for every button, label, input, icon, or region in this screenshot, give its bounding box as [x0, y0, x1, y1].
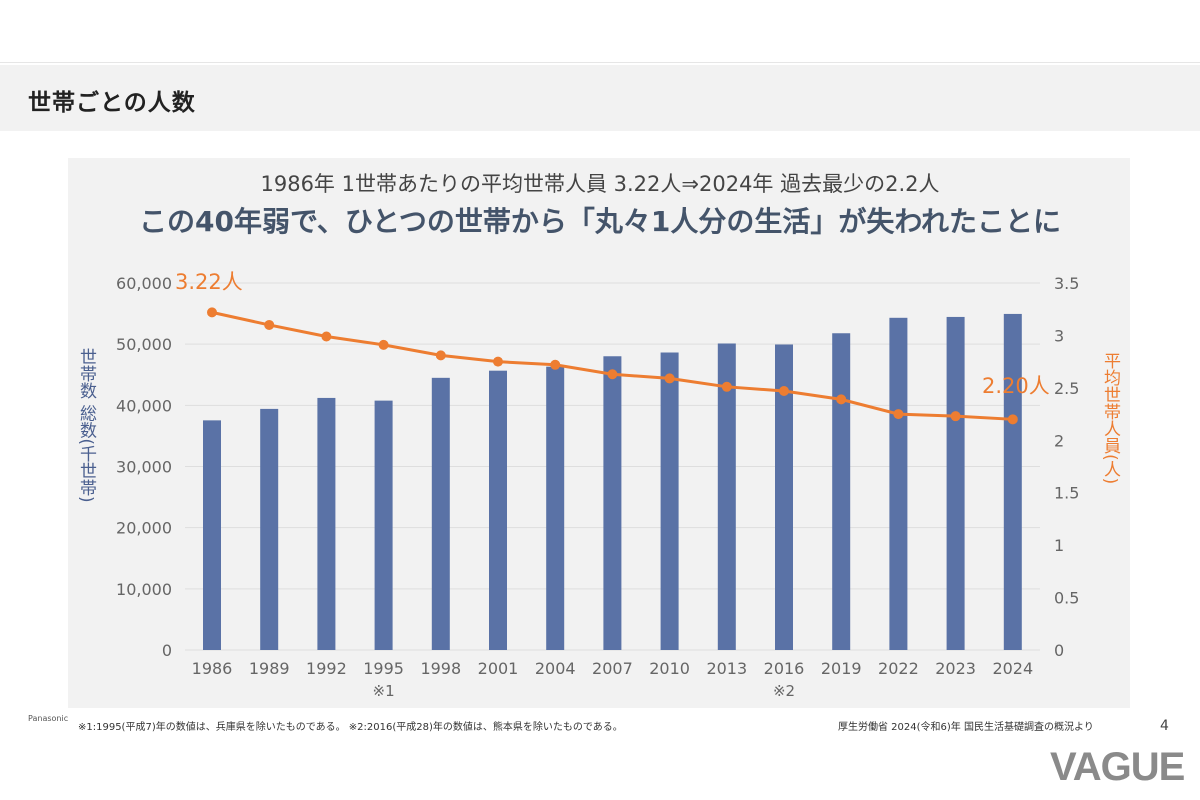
- y-tick-right: 1.5: [1054, 484, 1079, 503]
- y-tick-right: 2.5: [1054, 379, 1079, 398]
- y-tick-right: 0: [1054, 641, 1064, 660]
- y-tick-left: 30,000: [116, 458, 172, 477]
- y-tick-left: 0: [162, 641, 172, 660]
- line-point-2004: [550, 359, 561, 370]
- y-tick-left: 40,000: [116, 396, 172, 415]
- bar-2007: [603, 356, 622, 650]
- bar-2010: [660, 352, 679, 650]
- x-tick: 2013: [706, 659, 747, 678]
- x-tick: 1992: [306, 659, 347, 678]
- bar-1986: [203, 420, 221, 650]
- x-tick: 2016: [764, 659, 805, 678]
- x-tick: 1995: [363, 659, 404, 678]
- x-tick: 2001: [478, 659, 519, 678]
- y-tick-left: 50,000: [116, 335, 172, 354]
- line-point-2024: [1007, 414, 1018, 425]
- y-tick-right: 3.5: [1054, 274, 1079, 293]
- x-tick: 2024: [992, 659, 1033, 678]
- y-tick-right: 2: [1054, 431, 1064, 450]
- line-point-2022: [893, 409, 904, 420]
- x-tick: 2004: [535, 659, 576, 678]
- line-point-1995: [378, 339, 389, 350]
- y-axis-label-left: 世帯数 総数(千世帯): [76, 348, 96, 503]
- bar-2016: [775, 344, 793, 650]
- vague-logo: VAGUE: [1050, 745, 1185, 789]
- bar-1992: [317, 397, 336, 650]
- slide-header: 世帯ごとの人数: [0, 65, 1200, 131]
- line-point-2007: [607, 369, 618, 380]
- x-tick: 2023: [935, 659, 976, 678]
- bar-2001: [489, 370, 507, 650]
- x-tick: 2022: [878, 659, 919, 678]
- line-point-2001: [493, 356, 503, 367]
- x-tick: 1998: [420, 659, 461, 678]
- x-tick: 1989: [249, 659, 290, 678]
- divider: [0, 62, 1200, 63]
- bar-2013: [717, 343, 736, 650]
- line-point-2023: [950, 411, 961, 422]
- source-note: 厚生労働省 2024(令和6)年 国民生活基礎調査の概況より: [838, 722, 1094, 733]
- y-tick-left: 20,000: [116, 519, 172, 538]
- page-title: 世帯ごとの人数: [28, 90, 196, 116]
- bar-1989: [260, 408, 279, 650]
- bar-2022: [889, 317, 908, 650]
- x-tick-note: ※2: [773, 682, 795, 700]
- y-tick-right: 3: [1054, 326, 1064, 345]
- chart-subtitle: 1986年 1世帯あたりの平均世帯人員 3.22人⇒2024年 過去最少の2.2…: [260, 172, 940, 196]
- y-axis-label-right: 平均世帯人員(人): [1100, 352, 1120, 485]
- line-point-1986: [207, 307, 217, 318]
- line-point-1998: [435, 350, 446, 361]
- line-point-2019: [836, 394, 847, 405]
- bar-2019: [832, 333, 851, 650]
- line-point-2013: [721, 381, 732, 392]
- page-number: 4: [1160, 718, 1169, 734]
- chart-title: この40年弱で、ひとつの世帯から「丸々1人分の生活」が失われたことに: [139, 205, 1061, 238]
- bar-1998: [431, 377, 450, 650]
- y-tick-left: 10,000: [116, 580, 172, 599]
- x-tick: 1986: [192, 659, 233, 678]
- annotation-last: 2.20人: [982, 374, 1050, 398]
- bar-2024: [1003, 313, 1022, 650]
- x-tick: 2010: [649, 659, 690, 678]
- line-point-2010: [664, 373, 675, 384]
- line-point-1992: [321, 331, 332, 342]
- bar-2023: [946, 316, 965, 650]
- brand-logo: Panasonic: [28, 714, 69, 723]
- x-tick-note: ※1: [373, 682, 395, 700]
- y-tick-right: 0.5: [1054, 589, 1079, 608]
- line-point-1989: [264, 319, 275, 330]
- bar-2004: [546, 366, 565, 650]
- footnotes: ※1:1995(平成7)年の数値は、兵庫県を除いたものである。 ※2:2016(…: [78, 722, 623, 733]
- annotation-first: 3.22人: [175, 270, 243, 294]
- x-tick: 2007: [592, 659, 633, 678]
- x-tick: 2019: [821, 659, 862, 678]
- line-point-2016: [779, 386, 789, 397]
- bar-1995: [374, 400, 393, 650]
- y-tick-left: 60,000: [116, 274, 172, 293]
- y-tick-right: 1: [1054, 536, 1064, 555]
